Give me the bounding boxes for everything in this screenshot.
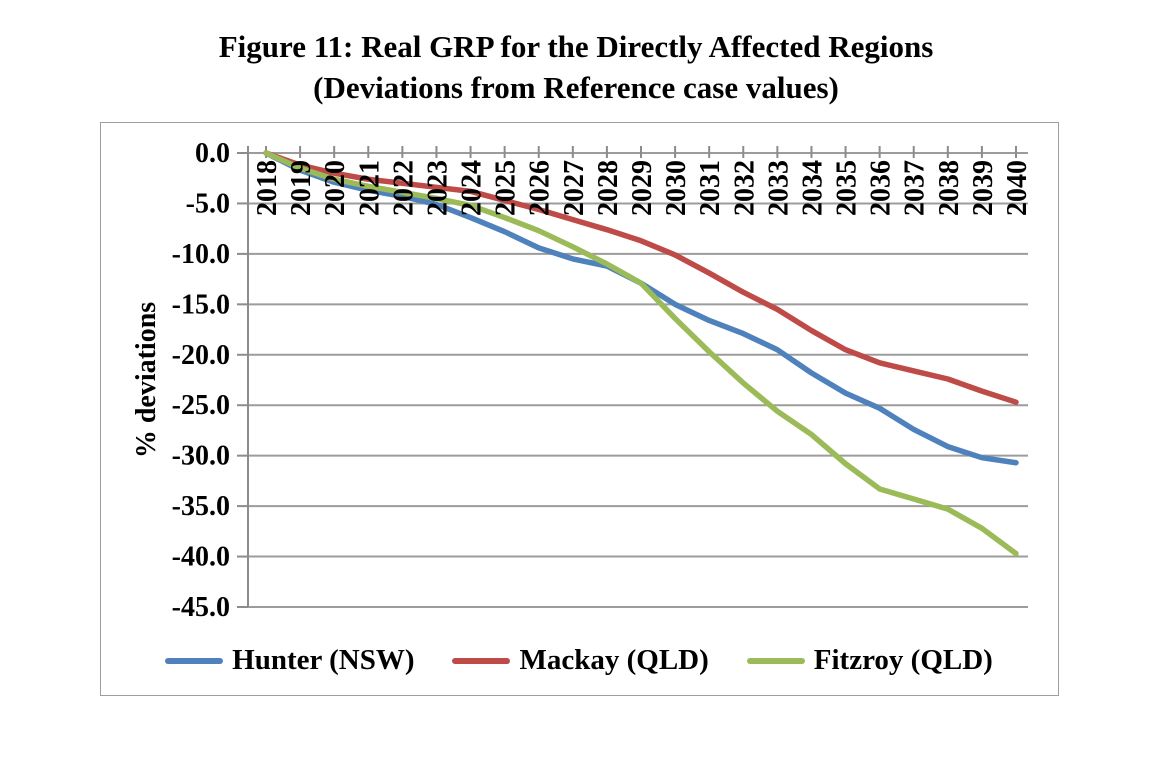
x-tick-label: 2022 xyxy=(388,160,419,216)
x-tick-label: 2036 xyxy=(866,160,897,216)
x-tick-label: 2019 xyxy=(286,160,317,216)
y-tick-label: -40.0 xyxy=(172,542,230,573)
x-tick-label: 2030 xyxy=(661,160,692,216)
y-tick-label: -15.0 xyxy=(172,289,230,320)
legend-item: Mackay (QLD) xyxy=(452,644,709,677)
x-tick-label: 2035 xyxy=(832,160,863,216)
y-tick-label: -25.0 xyxy=(172,390,230,421)
series-line-fitzroy-qld xyxy=(263,150,1019,557)
chart-title-line2: (Deviations from Reference case values) xyxy=(313,70,839,105)
series-line-mackay-qld xyxy=(263,150,1019,405)
x-tick-label: 2020 xyxy=(320,160,351,216)
x-tick-label: 2037 xyxy=(900,160,931,216)
x-tick-label: 2031 xyxy=(695,160,726,216)
legend-label: Mackay (QLD) xyxy=(519,644,709,676)
x-tick-label: 2039 xyxy=(968,160,999,216)
x-tick-label: 2024 xyxy=(457,160,488,216)
x-tick-label: 2032 xyxy=(729,160,760,216)
x-tick-label: 2029 xyxy=(627,160,658,216)
legend-label: Hunter (NSW) xyxy=(232,644,415,676)
legend-swatch xyxy=(452,657,511,664)
y-tick-label: 0.0 xyxy=(195,138,230,169)
x-tick-label: 2027 xyxy=(559,160,590,216)
legend-label: Fitzroy (QLD) xyxy=(813,644,993,676)
legend-swatch xyxy=(165,657,224,664)
x-tick-label: 2034 xyxy=(797,160,828,216)
x-tick-label: 2040 xyxy=(1002,160,1033,216)
legend-item: Fitzroy (QLD) xyxy=(746,644,993,677)
y-tick-label: -35.0 xyxy=(172,491,230,522)
legend: Hunter (NSW) Mackay (QLD) Fitzroy (QLD) xyxy=(100,644,1058,677)
x-tick-label: 2026 xyxy=(525,160,556,216)
x-tick-label: 2018 xyxy=(252,160,283,216)
chart-frame xyxy=(100,122,1059,696)
chart-title-line1: Figure 11: Real GRP for the Directly Aff… xyxy=(218,29,934,64)
y-tick-label: -10.0 xyxy=(172,239,230,270)
y-tick-label: -45.0 xyxy=(172,592,230,623)
y-tick-label: -30.0 xyxy=(172,441,230,472)
legend-item: Hunter (NSW) xyxy=(165,644,414,677)
x-tick-label: 2023 xyxy=(422,160,453,216)
legend-swatch xyxy=(746,657,805,664)
y-tick-label: -20.0 xyxy=(172,340,230,371)
y-axis-title: % deviations xyxy=(131,301,162,459)
y-tick-label: -5.0 xyxy=(186,188,230,219)
x-tick-label: 2033 xyxy=(763,160,794,216)
chart-title: Figure 11: Real GRP for the Directly Aff… xyxy=(0,26,1152,108)
x-tick-label: 2021 xyxy=(354,160,385,216)
x-tick-label: 2028 xyxy=(593,160,624,216)
x-tick-label: 2025 xyxy=(491,160,522,216)
x-tick-label: 2038 xyxy=(934,160,965,216)
